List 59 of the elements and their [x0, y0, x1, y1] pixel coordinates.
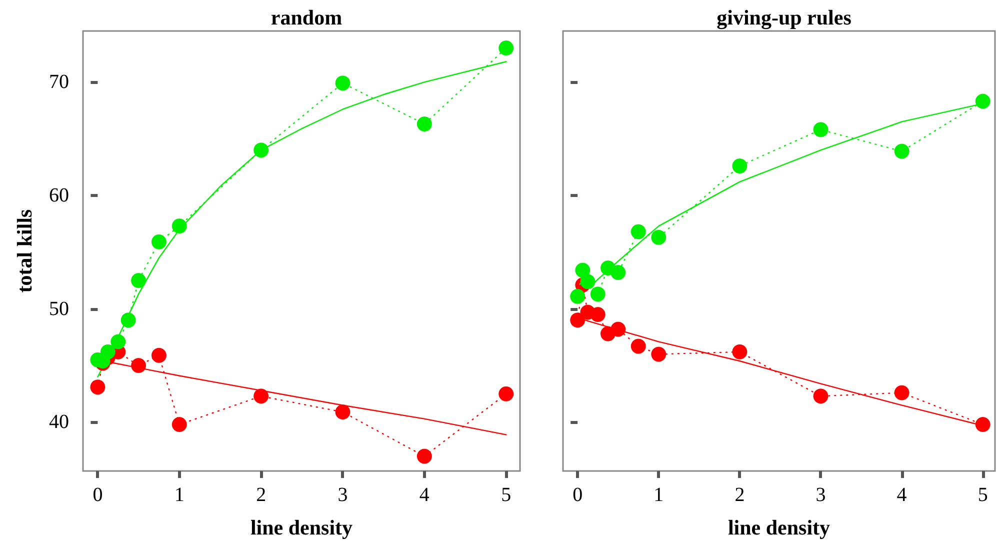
point	[894, 144, 910, 159]
point	[254, 142, 269, 158]
x-tick-label: 0	[572, 484, 583, 506]
point	[732, 158, 748, 174]
point	[630, 338, 646, 354]
x-tick-label: 5	[501, 484, 512, 506]
point	[590, 307, 606, 322]
point	[131, 358, 146, 374]
point	[651, 346, 666, 362]
x-axis-title: line density	[250, 516, 354, 540]
point	[335, 404, 350, 420]
y-axis-title: total kills	[12, 209, 36, 293]
point	[151, 348, 166, 363]
x-tick-label: 3	[338, 484, 348, 506]
point	[172, 218, 187, 234]
point	[254, 388, 269, 404]
point	[732, 344, 748, 360]
point	[151, 234, 166, 250]
chart-title: giving-up rules	[716, 6, 852, 30]
point	[131, 272, 146, 288]
y-tick-label: 60	[49, 184, 69, 206]
chart-title: random	[270, 6, 343, 30]
point	[110, 334, 126, 350]
x-tick-label: 0	[92, 484, 103, 506]
x-tick-label: 4	[896, 484, 907, 506]
point	[894, 385, 910, 400]
y-tick-label: 50	[49, 298, 69, 320]
point	[335, 76, 350, 91]
point	[172, 417, 187, 432]
point	[590, 286, 606, 302]
x-axis-title: line density	[728, 516, 831, 540]
point	[416, 448, 432, 464]
x-tick-label: 4	[419, 484, 430, 506]
point	[813, 122, 828, 138]
point	[575, 262, 590, 278]
y-tick-label: 40	[49, 411, 69, 434]
y-tick-label: 70	[49, 71, 69, 94]
x-tick-label: 2	[734, 484, 745, 506]
x-tick-label: 2	[256, 484, 266, 506]
point	[630, 224, 646, 240]
x-tick-label: 3	[816, 484, 826, 506]
point	[813, 388, 828, 404]
point	[610, 322, 626, 337]
point	[100, 344, 116, 360]
point	[570, 312, 586, 328]
point	[610, 265, 626, 280]
point	[498, 40, 514, 56]
point	[120, 312, 136, 328]
point	[416, 116, 432, 132]
point	[580, 274, 596, 290]
point	[975, 94, 990, 109]
x-tick-label: 1	[174, 484, 184, 506]
point	[975, 417, 990, 432]
point	[570, 288, 586, 304]
point	[651, 230, 666, 245]
x-tick-label: 1	[654, 484, 664, 506]
point	[498, 386, 514, 402]
point	[90, 380, 106, 395]
x-tick-label: 5	[978, 484, 988, 506]
